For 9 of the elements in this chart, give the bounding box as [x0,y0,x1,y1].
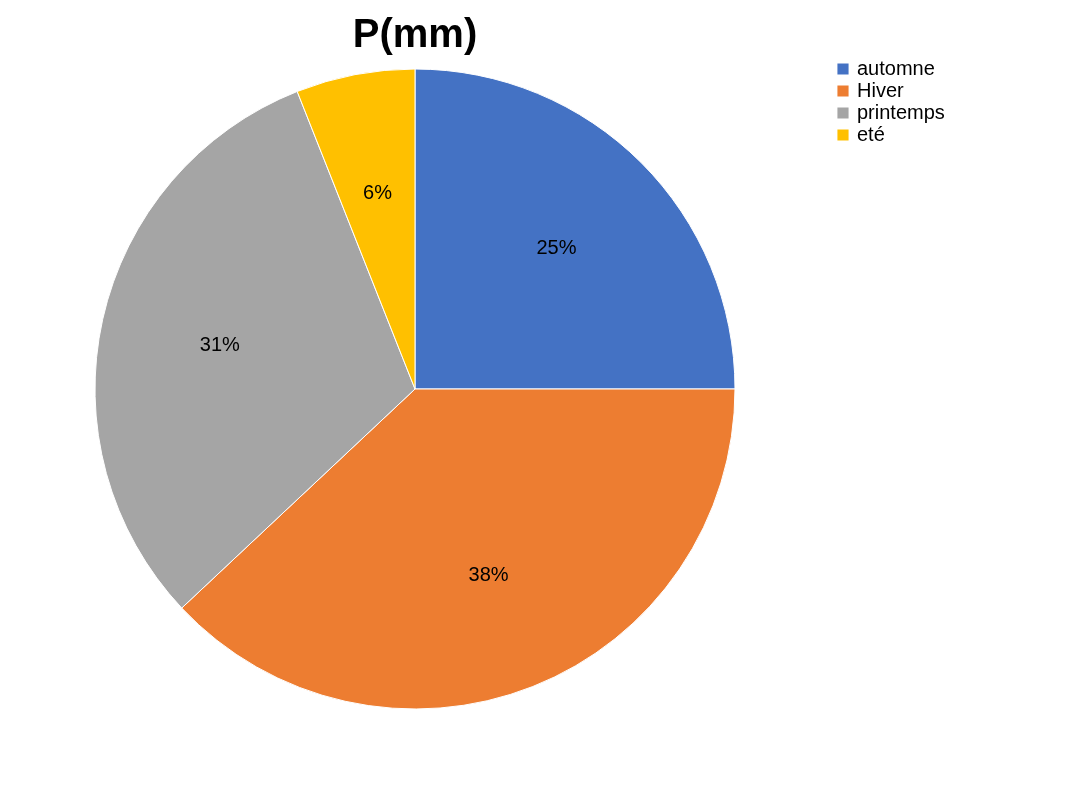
data-label: 38% [468,562,509,585]
chart-title: P(mm) [352,11,478,55]
legend-label: automne [857,57,935,79]
data-label: 25% [536,235,577,258]
data-label: 31% [199,333,241,356]
legend-label: Hiver [857,79,905,101]
legend-label: eté [857,123,885,145]
legend-label: printemps [857,101,945,123]
data-label: 6% [363,180,393,203]
